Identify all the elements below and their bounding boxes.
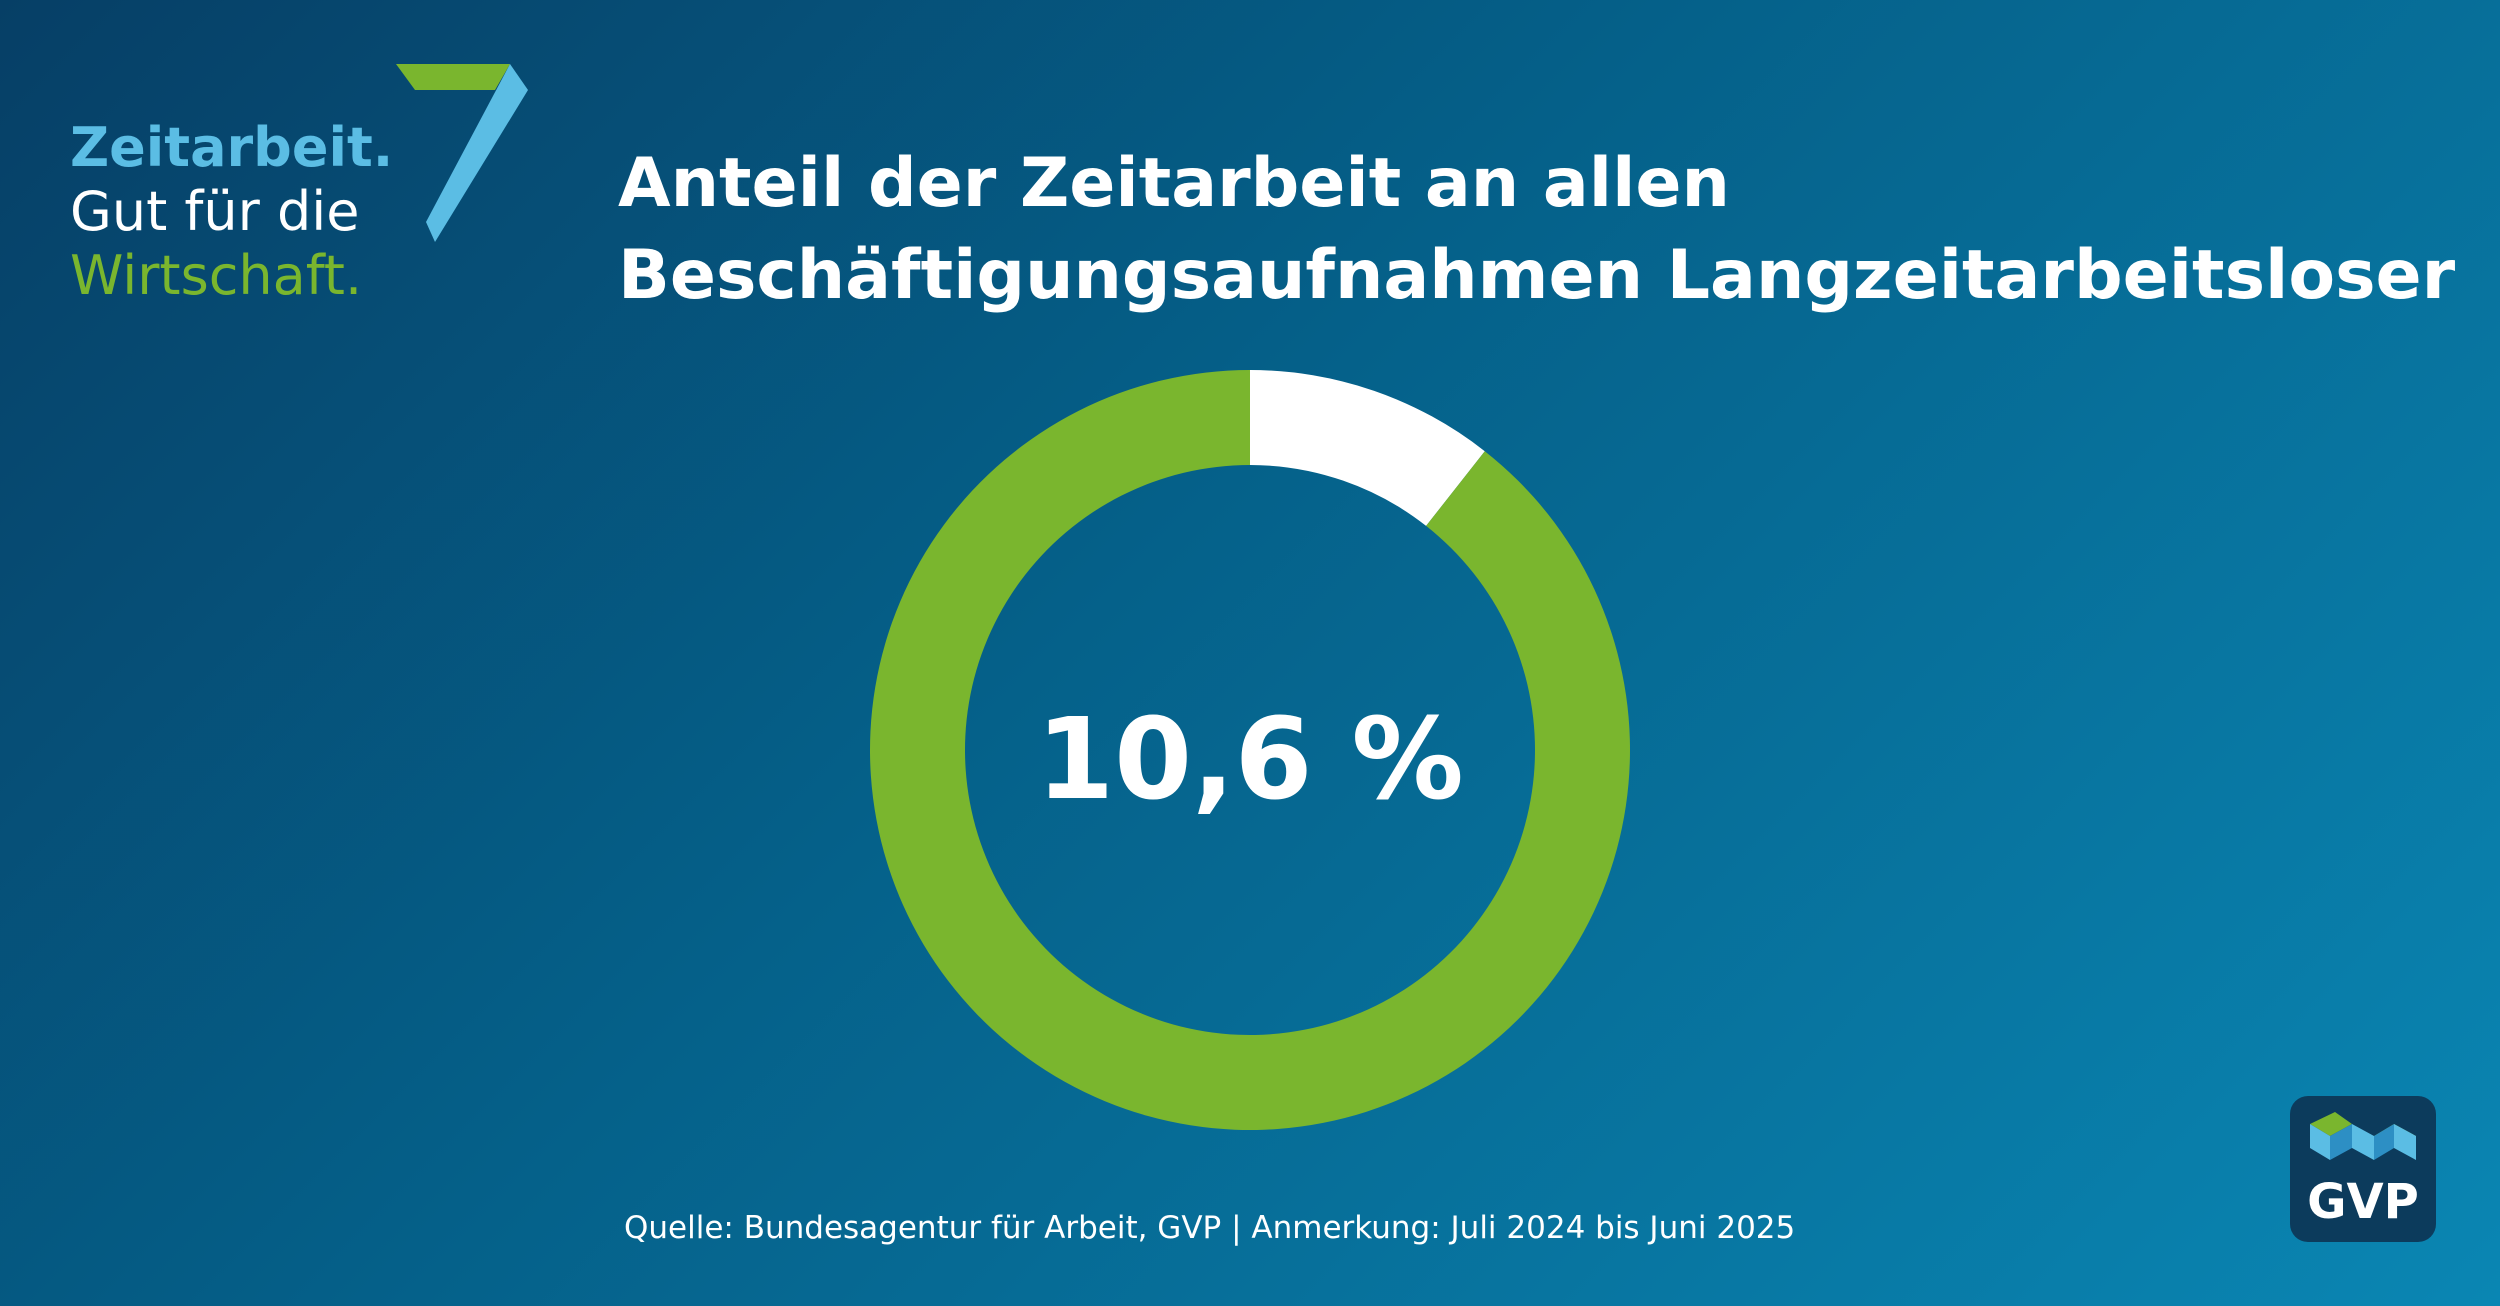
source-note: Quelle: Bundesagentur für Arbeit, GVP | … <box>624 1210 1796 1246</box>
seven-stripe-icon <box>396 64 528 242</box>
donut-slice-1 <box>1250 370 1485 526</box>
logo-line-gut-fuer-die: Gut für die <box>70 180 360 243</box>
chart-title: Anteil der Zeitarbeit an allen Beschäfti… <box>618 138 2458 322</box>
donut-chart <box>870 370 1630 1130</box>
gvp-logo-text: GVP <box>2307 1174 2419 1230</box>
gvp-cube-icon <box>2310 1112 2416 1160</box>
chart-title-line-1: Anteil der Zeitarbeit an allen <box>618 144 1730 223</box>
donut-center-value: 10,6 % <box>1036 695 1464 825</box>
logo-line-zeitarbeit: Zeitarbeit. <box>70 116 394 179</box>
gvp-logo-badge: GVP <box>2290 1096 2436 1242</box>
chart-title-line-2: Beschäftigungsaufnahmen Langzeitarbeitsl… <box>618 236 2456 315</box>
logo-line-wirtschaft: Wirtschaft. <box>70 244 363 307</box>
zeitarbeit-logo: Zeitarbeit. Gut für die Wirtschaft. <box>70 64 540 314</box>
